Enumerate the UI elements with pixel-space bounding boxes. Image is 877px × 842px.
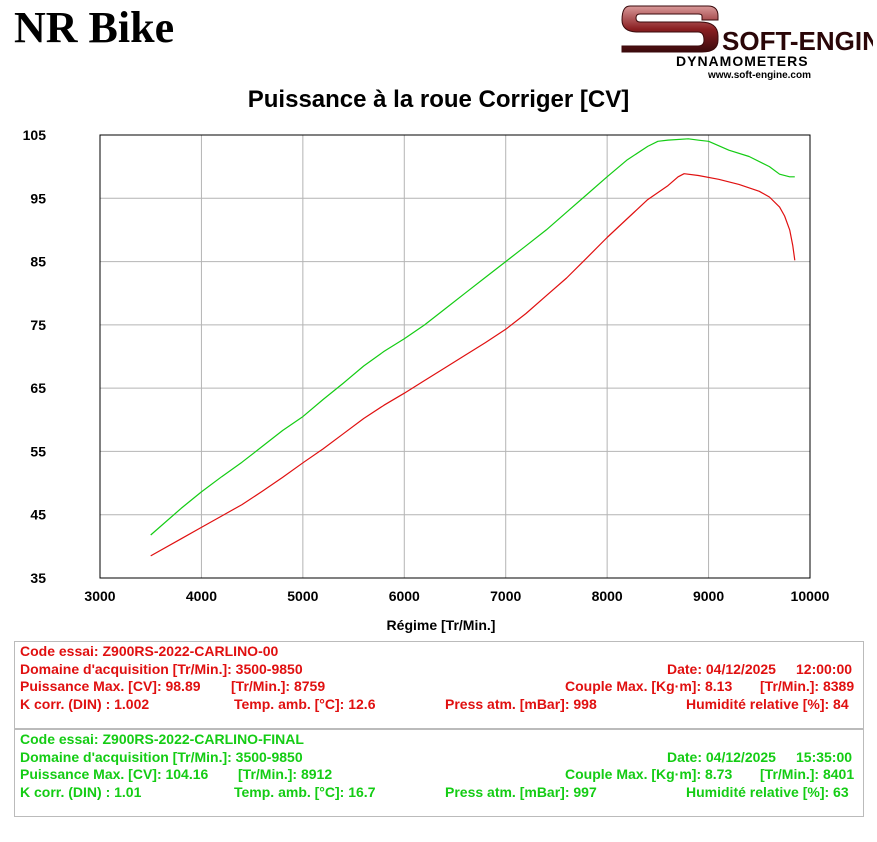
run-info-box-1: Code essai: Z900RS-2022-CARLINO-00 Domai… bbox=[14, 641, 864, 729]
y-tick-label: 95 bbox=[30, 190, 46, 206]
chart-title: Puissance à la roue Corriger [CV] bbox=[247, 86, 630, 113]
x-axis-ticks: 3000 4000 5000 6000 7000 8000 9000 10000 bbox=[84, 588, 829, 604]
logo-swoosh-icon bbox=[621, 5, 719, 53]
x-axis-label: Régime [Tr/Min.] bbox=[387, 617, 496, 633]
y-tick-label: 55 bbox=[30, 443, 46, 459]
series-lines bbox=[150, 138, 796, 557]
y-tick-label: 65 bbox=[30, 380, 46, 396]
y-tick-label: 75 bbox=[30, 317, 46, 333]
x-tick-label: 7000 bbox=[490, 588, 521, 604]
run1-puissance: Puissance Max. [CV]: 98.89 bbox=[20, 678, 201, 694]
run1-humid: Humidité relative [%]: 84 bbox=[686, 695, 849, 712]
grid bbox=[99, 134, 811, 579]
run2-domaine: Domaine d'acquisition [Tr/Min.]: 3500-98… bbox=[20, 748, 303, 765]
run-info-box-2: Code essai: Z900RS-2022-CARLINO-FINAL Do… bbox=[14, 729, 864, 817]
x-tick-label: 5000 bbox=[287, 588, 318, 604]
power-chart: 3000 4000 5000 6000 7000 8000 9000 10000 105 95 8… bbox=[23, 127, 830, 633]
run2-press: Press atm. [mBar]: 997 bbox=[445, 783, 597, 800]
x-tick-label: 8000 bbox=[592, 588, 623, 604]
page-title: NR Bike bbox=[14, 3, 175, 52]
run1-temp: Temp. amb. [°C]: 12.6 bbox=[234, 695, 376, 712]
run2-date: Date: 04/12/2025 bbox=[667, 748, 776, 765]
run1-code: Code essai: Z900RS-2022-CARLINO-00 bbox=[20, 643, 279, 659]
run1-domaine: Domaine d'acquisition [Tr/Min.]: 3500-98… bbox=[20, 660, 303, 677]
run1-couple-rpm: [Tr/Min.]: 8389 bbox=[760, 678, 855, 694]
x-tick-label: 6000 bbox=[389, 588, 420, 604]
run1-kcorr: K corr. (DIN) : 1.002 bbox=[20, 695, 150, 712]
run2-time: 15:35:00 bbox=[796, 748, 853, 765]
y-tick-label: 35 bbox=[30, 570, 46, 586]
logo-brand-text: SOFT-ENGINE bbox=[722, 26, 873, 56]
run2-couple-rpm: [Tr/Min.]: 8401 bbox=[760, 766, 855, 782]
run2-code: Code essai: Z900RS-2022-CARLINO-FINAL bbox=[20, 731, 304, 747]
soft-engine-logo: SOFT-ENGINE DYNAMOMETERS www.soft-engine… bbox=[621, 5, 873, 81]
run1-couple: Couple Max. [Kg·m]: 8.13 bbox=[565, 678, 733, 694]
x-tick-label: 3000 bbox=[84, 588, 115, 604]
run1-press: Press atm. [mBar]: 998 bbox=[445, 695, 597, 712]
series-line-2 bbox=[150, 138, 795, 536]
x-tick-label: 4000 bbox=[186, 588, 217, 604]
run2-humid: Humidité relative [%]: 63 bbox=[686, 783, 849, 800]
run1-time: 12:00:00 bbox=[796, 660, 853, 677]
logo-subtitle-text: DYNAMOMETERS bbox=[676, 53, 809, 69]
run1-puissance-rpm: [Tr/Min.]: 8759 bbox=[231, 678, 326, 694]
run2-puissance: Puissance Max. [CV]: 104.16 bbox=[20, 766, 209, 782]
y-tick-label: 45 bbox=[30, 507, 46, 523]
run2-temp: Temp. amb. [°C]: 16.7 bbox=[234, 783, 376, 800]
plot-frame bbox=[99, 134, 811, 579]
x-tick-label: 10000 bbox=[791, 588, 830, 604]
y-tick-label: 105 bbox=[23, 127, 47, 143]
run2-puissance-rpm: [Tr/Min.]: 8912 bbox=[238, 766, 333, 782]
run2-couple: Couple Max. [Kg·m]: 8.73 bbox=[565, 766, 733, 782]
logo-url-text: www.soft-engine.com bbox=[707, 70, 811, 81]
run2-kcorr: K corr. (DIN) : 1.01 bbox=[20, 783, 142, 800]
run1-date: Date: 04/12/2025 bbox=[667, 660, 776, 677]
series-line-1 bbox=[150, 173, 796, 557]
y-axis-ticks: 105 95 85 75 65 55 45 35 bbox=[23, 127, 47, 586]
y-tick-label: 85 bbox=[30, 254, 46, 270]
x-tick-label: 9000 bbox=[693, 588, 724, 604]
